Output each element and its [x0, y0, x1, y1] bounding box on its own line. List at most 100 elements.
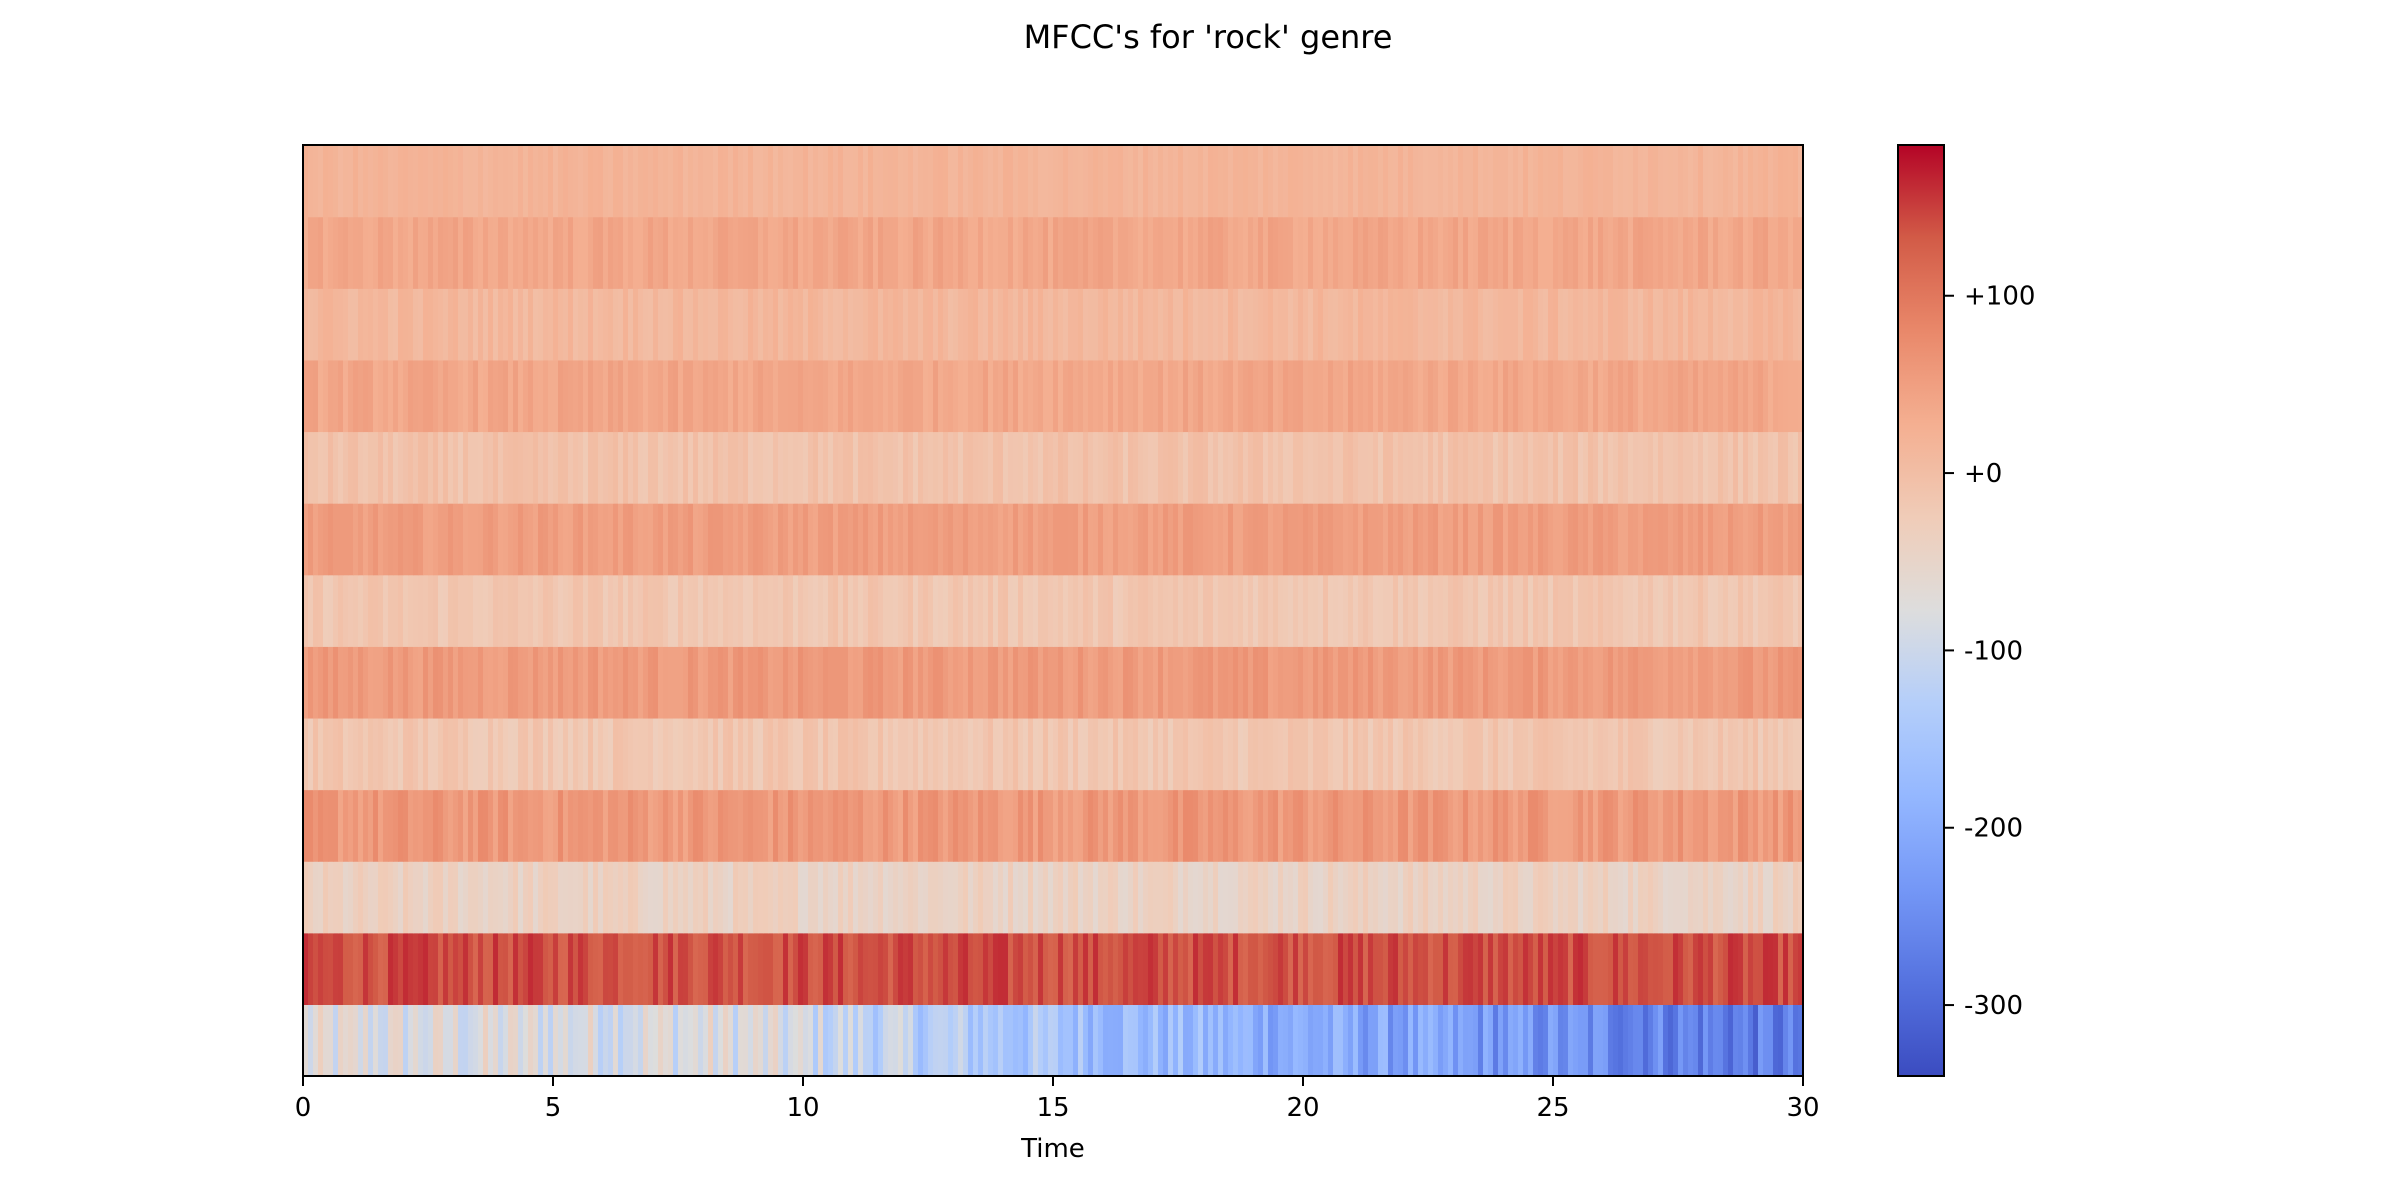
heatmap-cell [653, 646, 659, 719]
heatmap-cell [633, 932, 639, 1005]
heatmap-cell [1668, 574, 1674, 647]
heatmap-cell [838, 1004, 844, 1077]
heatmap-cell [1708, 932, 1714, 1005]
heatmap-cell [1168, 861, 1174, 934]
heatmap-cell [503, 717, 509, 791]
heatmap-cell [1343, 646, 1349, 719]
heatmap-cell [1558, 431, 1564, 504]
heatmap-cell [643, 359, 649, 433]
heatmap-cell [1158, 789, 1164, 862]
heatmap-cell [963, 861, 969, 934]
heatmap-cell [998, 861, 1004, 934]
heatmap-cell [1198, 646, 1204, 719]
heatmap-cell [523, 717, 529, 791]
heatmap-cell [1318, 216, 1324, 289]
heatmap-cell [1693, 1004, 1699, 1077]
heatmap-cell [1153, 861, 1159, 934]
heatmap-cell [463, 574, 469, 647]
heatmap-cell [673, 861, 679, 934]
heatmap-cell [838, 861, 844, 934]
heatmap-cell [1078, 431, 1084, 504]
heatmap-cell [993, 1004, 999, 1077]
heatmap-cell [1588, 431, 1594, 504]
heatmap-cell [1323, 717, 1329, 791]
heatmap-cell [1208, 1004, 1214, 1077]
heatmap-cell [833, 503, 839, 576]
heatmap-cell [1018, 359, 1024, 433]
heatmap-cell [1778, 932, 1784, 1005]
heatmap-cell [1618, 503, 1624, 576]
heatmap-cell [1258, 646, 1264, 719]
heatmap-cell [803, 1004, 809, 1077]
heatmap-cell [1313, 431, 1319, 504]
heatmap-cell [1403, 359, 1409, 433]
heatmap-cell [858, 359, 864, 433]
heatmap-cell [1663, 861, 1669, 934]
heatmap-cell [323, 216, 329, 289]
heatmap-cell [1363, 216, 1369, 289]
heatmap-cell [1498, 646, 1504, 719]
heatmap-cell [483, 574, 489, 647]
heatmap-cell [1663, 288, 1669, 361]
heatmap-cell [323, 359, 329, 433]
heatmap-cell [1763, 717, 1769, 791]
heatmap-cell [853, 145, 859, 218]
heatmap-cell [1013, 932, 1019, 1005]
heatmap-cell [968, 359, 974, 433]
heatmap-cell [558, 789, 564, 862]
heatmap-cell [903, 1004, 909, 1077]
heatmap-cell [1473, 431, 1479, 504]
heatmap-cell [388, 431, 394, 504]
heatmap-cell [973, 1004, 979, 1077]
heatmap-cell [1158, 216, 1164, 289]
heatmap-cell [1338, 503, 1344, 576]
heatmap-cell [433, 1004, 439, 1077]
heatmap-cell [1763, 789, 1769, 862]
heatmap-cell [1438, 574, 1444, 647]
heatmap-cell [1028, 789, 1034, 862]
heatmap-cell [1678, 932, 1684, 1005]
heatmap-cell [908, 288, 914, 361]
heatmap-cell [1418, 145, 1424, 218]
heatmap-cell [1788, 1004, 1794, 1077]
heatmap-cell [438, 646, 444, 719]
heatmap-cell [1493, 145, 1499, 218]
heatmap-cell [753, 574, 759, 647]
heatmap-cell [868, 789, 874, 862]
heatmap-cell [1678, 861, 1684, 934]
heatmap-cell [653, 431, 659, 504]
heatmap-cell [728, 717, 734, 791]
heatmap-cell [1048, 789, 1054, 862]
heatmap-cell [983, 1004, 989, 1077]
heatmap-cell [1358, 717, 1364, 791]
heatmap-cell [1183, 789, 1189, 862]
heatmap-cell [748, 789, 754, 862]
heatmap-cell [563, 216, 569, 289]
heatmap-cell [1278, 861, 1284, 934]
heatmap-cell [778, 574, 784, 647]
heatmap-cell [1343, 216, 1349, 289]
heatmap-cell [1678, 145, 1684, 218]
heatmap-cell [968, 288, 974, 361]
heatmap-cell [1123, 503, 1129, 576]
heatmap-cell [1373, 861, 1379, 934]
heatmap-cell [1198, 861, 1204, 934]
heatmap-cell [1173, 717, 1179, 791]
heatmap-cell [433, 789, 439, 862]
heatmap-cell [1233, 861, 1239, 934]
heatmap-cell [1728, 789, 1734, 862]
heatmap-cell [1198, 932, 1204, 1005]
heatmap-cell [1723, 503, 1729, 576]
heatmap-cell [618, 503, 624, 576]
heatmap-cell [748, 646, 754, 719]
heatmap-cell [1178, 789, 1184, 862]
heatmap-cell [1168, 431, 1174, 504]
heatmap-cell [718, 861, 724, 934]
heatmap-cell [863, 1004, 869, 1077]
heatmap-cell [848, 646, 854, 719]
heatmap-cell [733, 145, 739, 218]
heatmap-cell [1038, 717, 1044, 791]
heatmap-cell [528, 503, 534, 576]
heatmap-cell [533, 431, 539, 504]
heatmap-cell [1198, 145, 1204, 218]
